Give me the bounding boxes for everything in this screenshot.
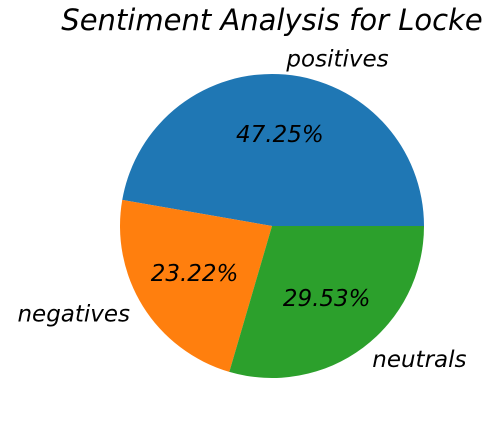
pie-slices — [119, 73, 424, 378]
pie-labels: 47.25% positives 23.22% negatives 29.53% neut… — [17, 46, 466, 372]
slice-label-negatives: negatives — [17, 301, 130, 327]
pie-slice-positives — [122, 73, 424, 226]
pct-label-neutrals: 29.53% — [283, 286, 371, 312]
slice-label-neutrals: neutrals — [372, 347, 466, 373]
pie-slice-neutrals — [229, 226, 424, 378]
pct-label-positives: 47.25% — [236, 122, 324, 148]
pct-label-negatives: 23.22% — [151, 261, 239, 287]
pie-slice-negatives — [119, 199, 272, 372]
slice-label-positives: positives — [285, 46, 388, 72]
chart-title: Sentiment Analysis for Locke — [61, 3, 482, 37]
